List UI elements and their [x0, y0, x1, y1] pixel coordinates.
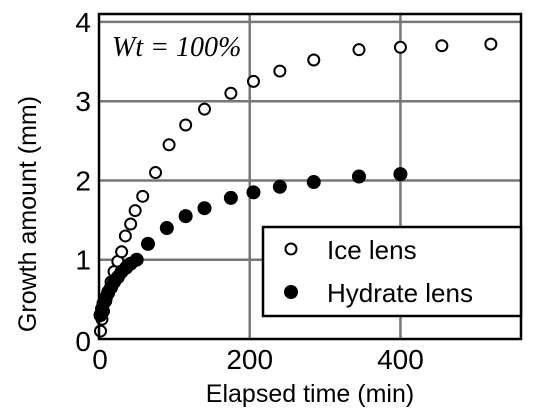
ice-lens-point — [224, 86, 238, 100]
ice-lens-point — [162, 138, 176, 152]
ice-lens-point — [246, 74, 260, 88]
y-tick-label: 3 — [75, 86, 91, 117]
ice-lens-point — [352, 43, 366, 57]
x-axis-label: Elapsed time (min) — [206, 380, 414, 408]
y-tick-label: 0 — [75, 326, 91, 357]
x-tick-label: 0 — [92, 344, 108, 375]
hydrate-lens-point — [223, 190, 238, 205]
series-1 — [93, 167, 408, 323]
ice-lens-point — [393, 40, 407, 54]
ice-lens-point — [435, 39, 449, 53]
ice-lens-point — [149, 166, 163, 180]
ice-lens-point — [273, 64, 287, 78]
hydrate-lens-point — [159, 221, 174, 236]
legend-label-hydrate-lens: Hydrate lens — [327, 278, 473, 308]
hydrate-lens-point — [351, 169, 366, 184]
x-tick-labels: 0 200 400 — [92, 344, 424, 375]
ice-lens-point — [136, 189, 150, 203]
y-tick-label: 1 — [75, 245, 91, 276]
y-tick-labels: 0 1 2 3 4 — [75, 7, 91, 357]
plot-frame — [97, 12, 523, 341]
x-tick-label: 400 — [377, 344, 424, 375]
ice-lens-point — [179, 118, 193, 132]
ice-lens-point — [118, 229, 132, 243]
ice-lens-point — [198, 102, 211, 116]
y-tick-label: 4 — [75, 7, 91, 38]
legend-box — [261, 225, 523, 318]
ice-lens-point — [94, 324, 108, 338]
x-tick-label: 200 — [226, 344, 273, 375]
hydrate-lens-point — [306, 175, 321, 190]
data-points — [93, 37, 498, 338]
legend-marker-ice-lens — [284, 242, 298, 256]
ice-lens-point — [307, 53, 321, 67]
legend: Ice lens Hydrate lens — [261, 225, 523, 318]
y-axis-label: Growth amount (mm) — [14, 96, 42, 332]
legend-marker-hydrate-lens — [284, 285, 298, 299]
hydrate-lens-point — [197, 201, 212, 216]
ice-lens-point — [128, 204, 142, 218]
hydrate-lens-point — [140, 236, 155, 251]
legend-label-ice-lens: Ice lens — [327, 235, 417, 265]
hydrate-lens-point — [129, 252, 144, 267]
hydrate-lens-point — [178, 209, 193, 224]
y-tick-label: 2 — [75, 165, 91, 196]
ice-lens-point — [124, 217, 138, 231]
hydrate-lens-point — [246, 185, 261, 200]
hydrate-lens-point — [393, 167, 408, 182]
ice-lens-point — [484, 37, 498, 51]
weight-annotation: Wt = 100% — [112, 32, 241, 63]
hydrate-lens-point — [272, 179, 287, 194]
ice-lens-point — [115, 245, 129, 259]
